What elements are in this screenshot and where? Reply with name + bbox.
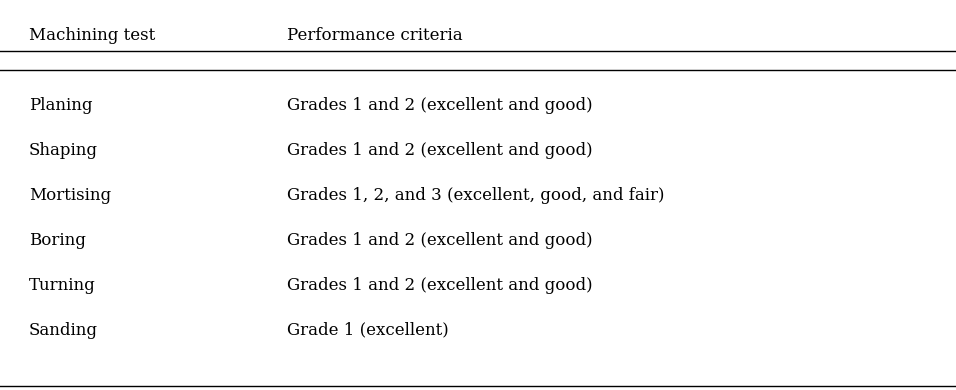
Text: Mortising: Mortising xyxy=(29,187,111,204)
Text: Machining test: Machining test xyxy=(29,27,155,44)
Text: Planing: Planing xyxy=(29,98,92,115)
Text: Shaping: Shaping xyxy=(29,142,98,160)
Text: Grades 1 and 2 (excellent and good): Grades 1 and 2 (excellent and good) xyxy=(287,98,593,115)
Text: Performance criteria: Performance criteria xyxy=(287,27,463,44)
Text: Grades 1 and 2 (excellent and good): Grades 1 and 2 (excellent and good) xyxy=(287,142,593,160)
Text: Grades 1 and 2 (excellent and good): Grades 1 and 2 (excellent and good) xyxy=(287,277,593,294)
Text: Grade 1 (excellent): Grade 1 (excellent) xyxy=(287,322,448,339)
Text: Sanding: Sanding xyxy=(29,322,98,339)
Text: Boring: Boring xyxy=(29,232,85,249)
Text: Grades 1, 2, and 3 (excellent, good, and fair): Grades 1, 2, and 3 (excellent, good, and… xyxy=(287,187,664,204)
Text: Grades 1 and 2 (excellent and good): Grades 1 and 2 (excellent and good) xyxy=(287,232,593,249)
Text: Turning: Turning xyxy=(29,277,96,294)
